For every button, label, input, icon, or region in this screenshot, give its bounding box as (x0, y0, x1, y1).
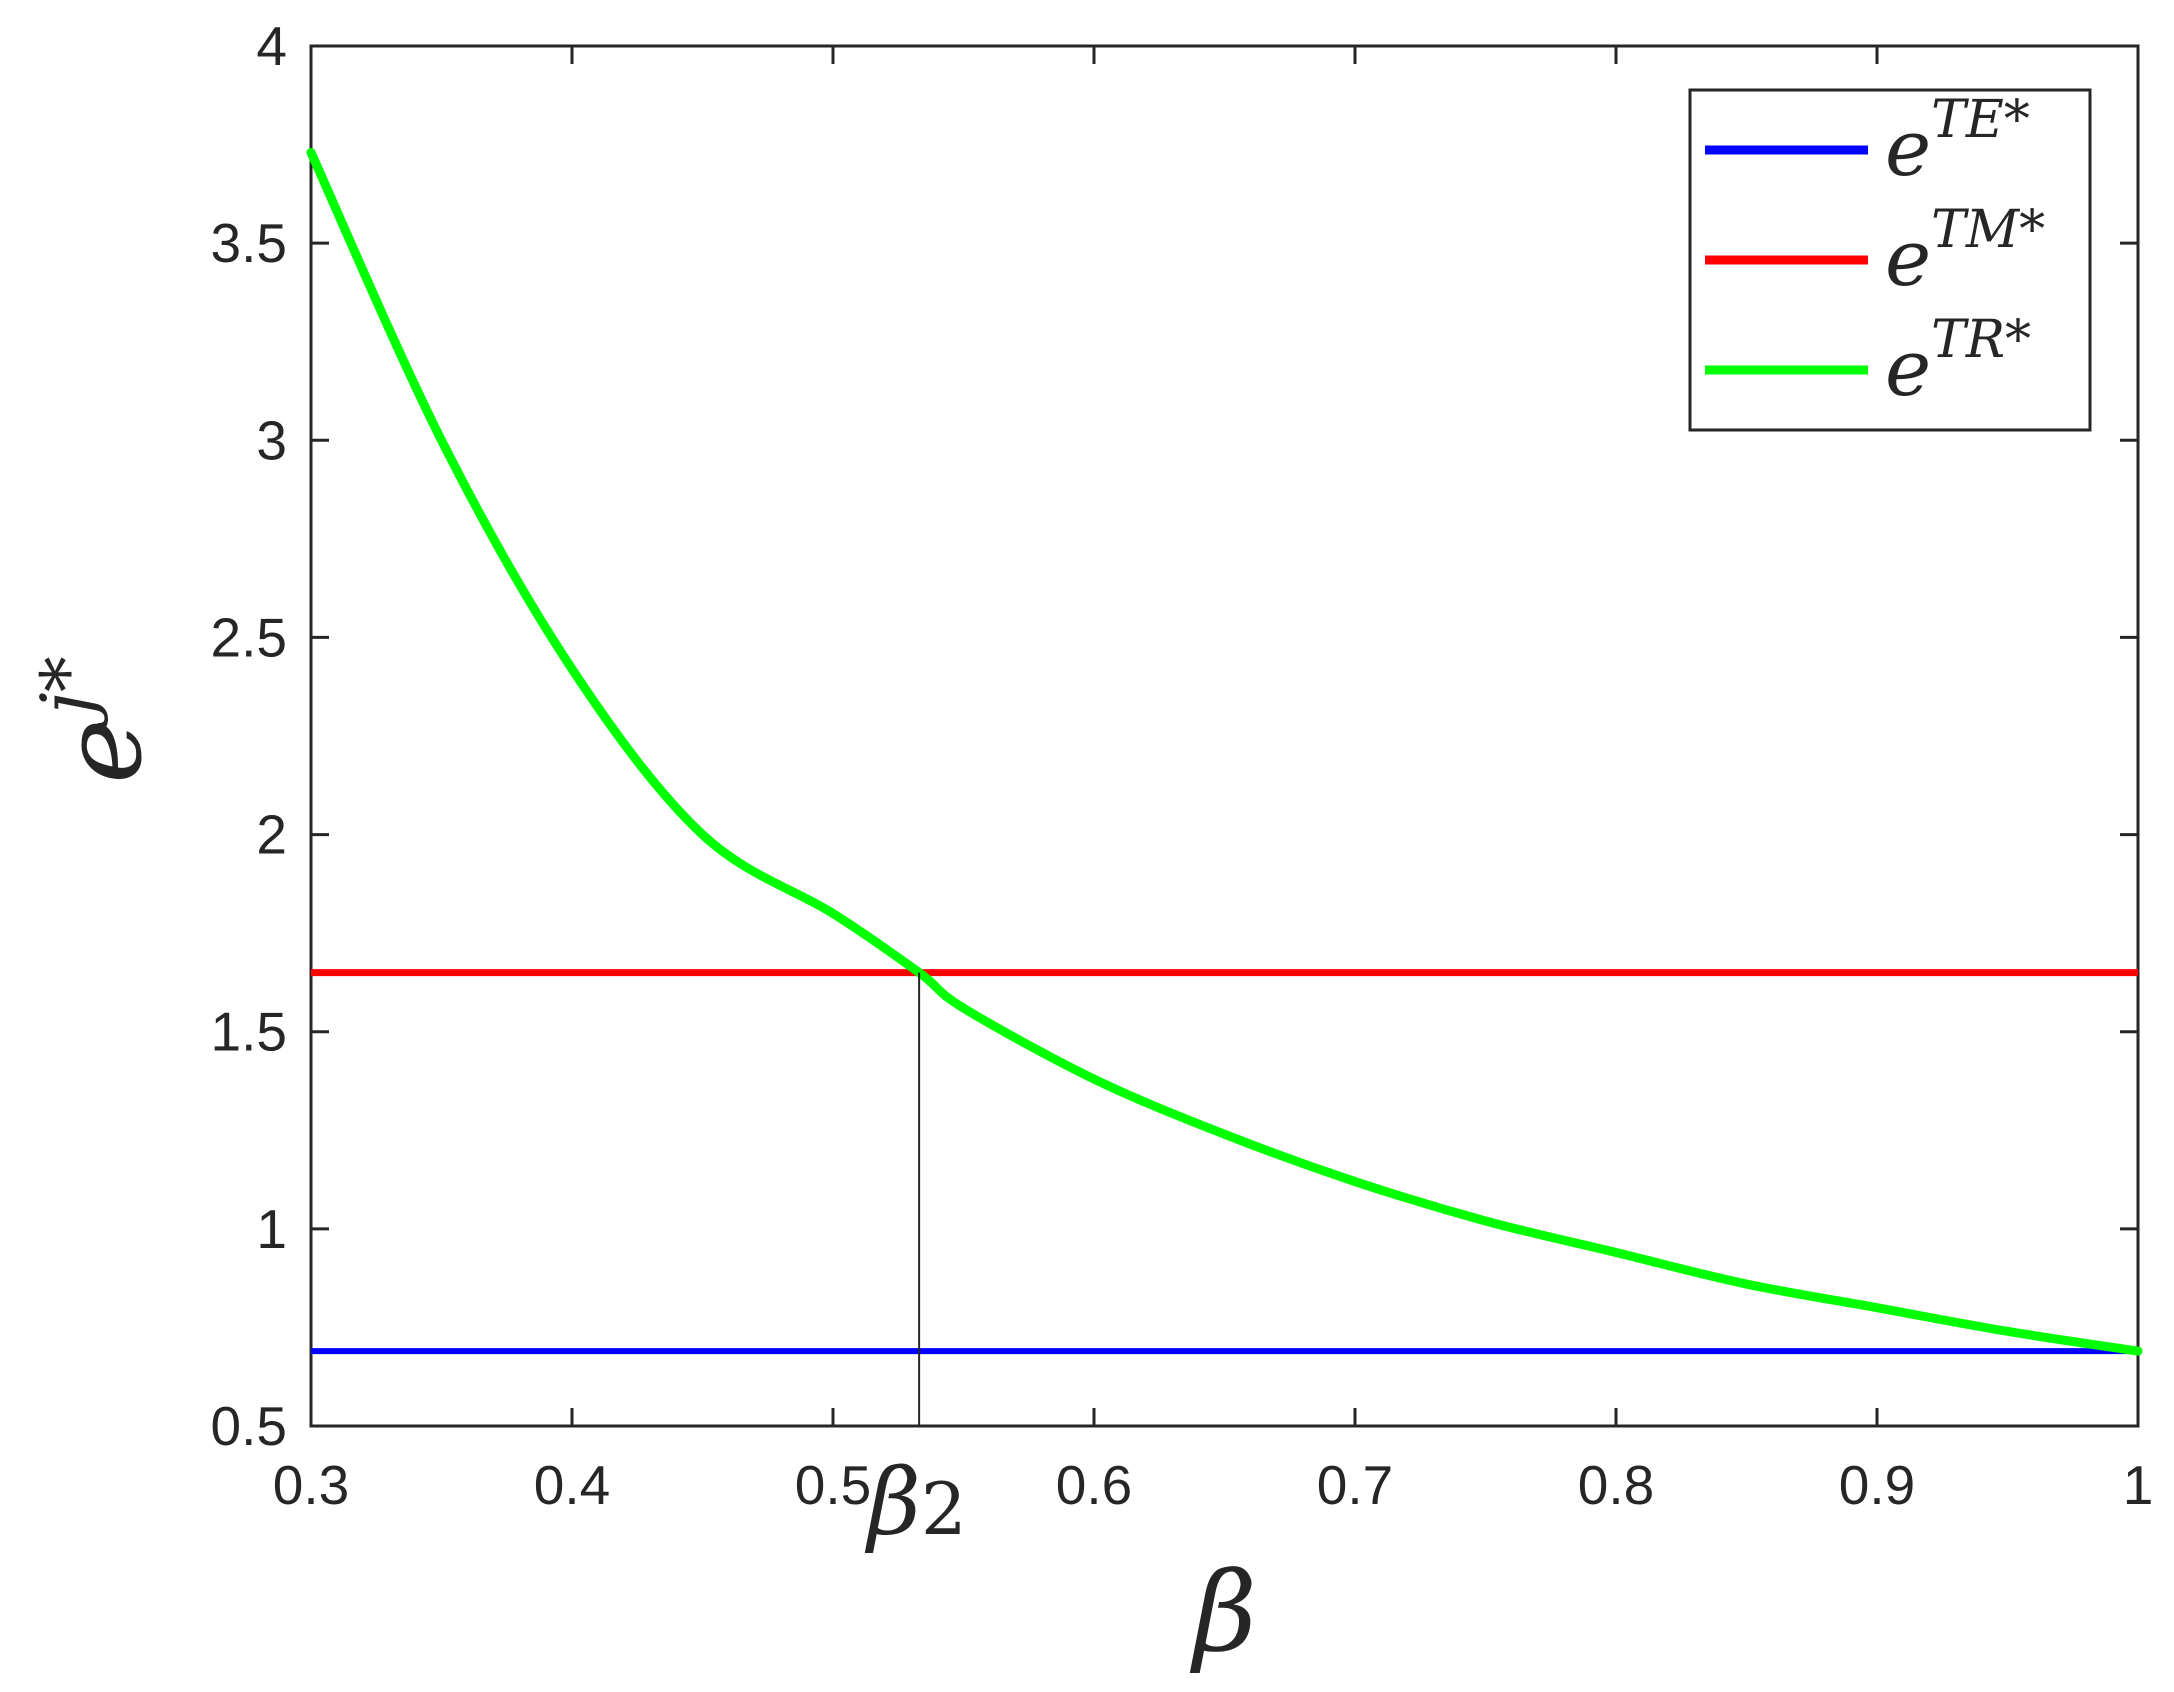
y-tick-label: 2.5 (211, 606, 287, 668)
series-layer (306, 147, 2143, 1356)
x-tick-label: 0.6 (1056, 1454, 1132, 1516)
legend-label: eTM* (1885, 200, 2045, 304)
legend-label: eTE* (1885, 90, 2030, 194)
x-tick-label: 0.3 (273, 1454, 349, 1516)
beta2-annotation-label: β2 (865, 1449, 967, 1556)
y-tick-label: 1.5 (211, 1001, 287, 1063)
legend: eTE*eTM*eTR* (1688, 88, 2092, 432)
x-tick-label: 0.4 (534, 1454, 610, 1516)
y-axis-label-superscript: j* (25, 656, 109, 728)
legend-entry-te: eTE* (1705, 90, 2030, 194)
y-axis-label: e j* (25, 656, 166, 783)
x-tick-label: 1 (2123, 1454, 2154, 1516)
x-tick-label: 0.5 (795, 1454, 871, 1516)
y-tick-label: 3 (256, 409, 287, 471)
legend-label: eTR* (1885, 310, 2031, 414)
y-axis-label-base: e (38, 719, 166, 784)
x-tick-label: 0.7 (1317, 1454, 1393, 1516)
axis-ticks (309, 44, 2140, 1428)
y-tick-label: 3.5 (211, 212, 287, 274)
x-tick-label: 0.9 (1839, 1454, 1915, 1516)
series-line-tr (306, 147, 2143, 1356)
y-tick-label: 2 (256, 804, 287, 866)
x-axis-label: β (1189, 1548, 1257, 1676)
legend-entry-tr: eTR* (1705, 310, 2031, 414)
y-tick-labels: 0.5 1 1.5 2 2.5 3 3.5 4 (211, 15, 287, 1457)
y-tick-label: 1 (256, 1198, 287, 1260)
legend-entry-tm: eTM* (1705, 200, 2045, 304)
x-tick-label: 0.8 (1578, 1454, 1654, 1516)
svg-text:e j*: e j* (25, 656, 166, 783)
annotation-layer: β2 (865, 972, 967, 1556)
y-tick-label: 4 (256, 15, 287, 77)
y-tick-label: 0.5 (211, 1395, 287, 1457)
x-tick-labels: 0.3 0.4 0.5 0.6 0.7 0.8 0.9 1 (273, 1454, 2154, 1516)
